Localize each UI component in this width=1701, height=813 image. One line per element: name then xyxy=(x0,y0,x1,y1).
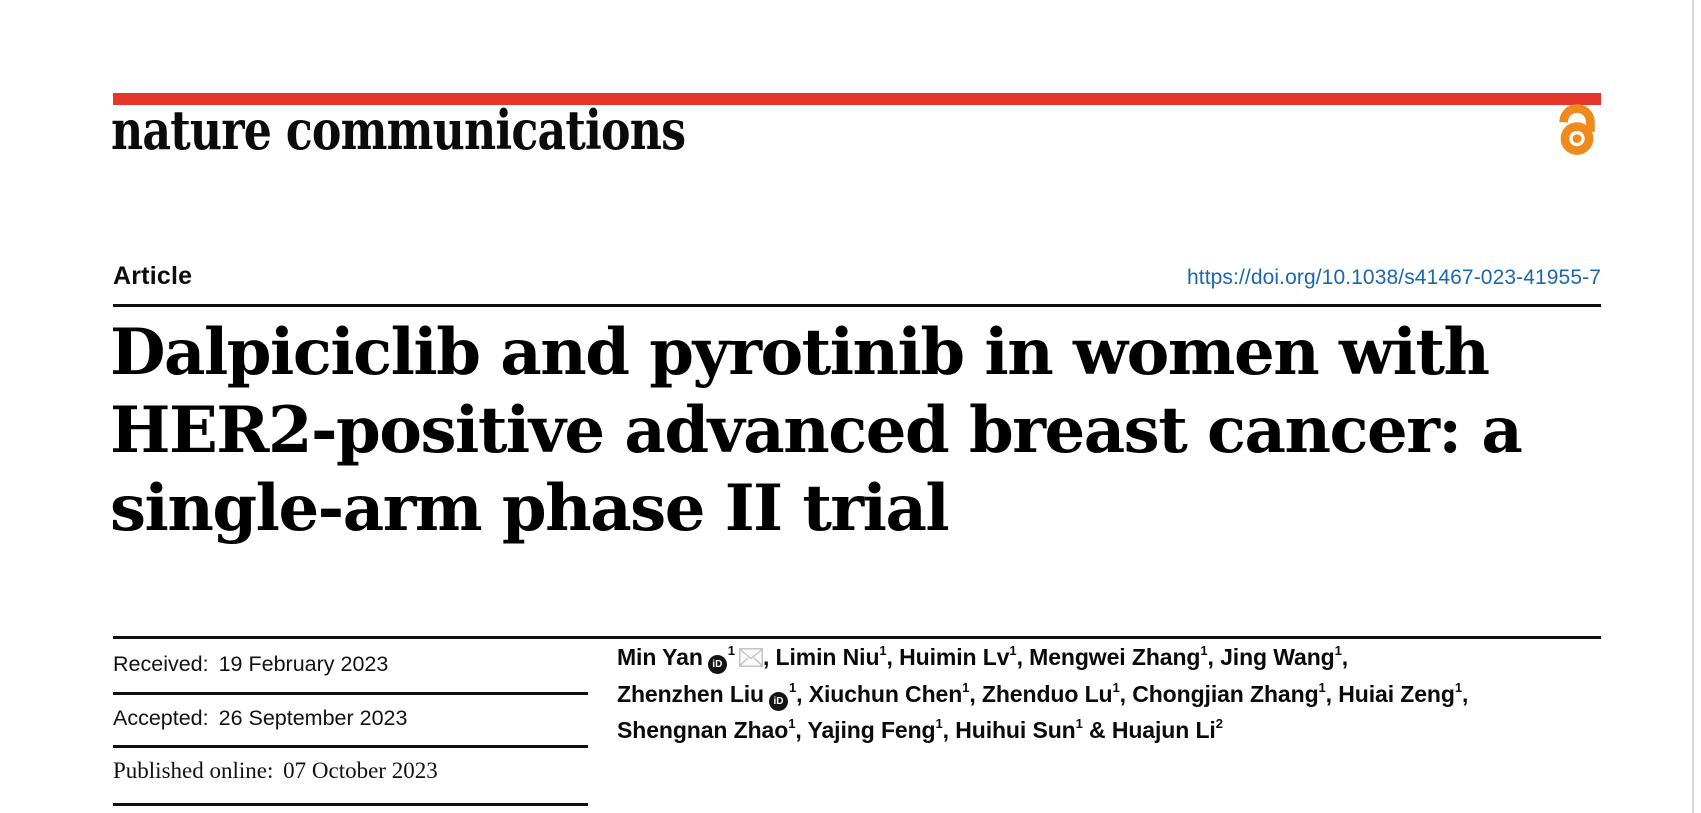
author-name: Huajun Li xyxy=(1111,717,1216,743)
received-date-row: Received: 19 February 2023 xyxy=(113,652,388,677)
author-separator: , xyxy=(795,717,808,743)
received-label: Received: xyxy=(113,652,209,676)
author-separator: , xyxy=(1119,680,1133,707)
received-value: 19 February 2023 xyxy=(218,652,389,676)
affiliation-superscript: 1 xyxy=(879,643,887,659)
affiliation-superscript: 1 xyxy=(1009,643,1017,659)
affiliation-superscript: 1 xyxy=(789,679,797,695)
accepted-value: 26 September 2023 xyxy=(218,706,408,730)
affiliation-superscript: 1 xyxy=(935,716,943,732)
orcid-icon[interactable]: iD xyxy=(707,655,727,674)
affiliation-superscript: 2 xyxy=(1215,716,1223,732)
article-type-label: Article xyxy=(113,262,193,290)
open-access-icon xyxy=(1559,104,1595,155)
affiliation-superscript: 1 xyxy=(1318,679,1326,695)
journal-logo: nature communications xyxy=(111,98,686,162)
header-divider xyxy=(113,304,1601,307)
title-line-2: HER2-positive advanced breast cancer: a xyxy=(110,393,1523,468)
author-separator: , xyxy=(1341,644,1349,670)
author-name: Huihui Sun xyxy=(955,717,1076,743)
published-date-row: Published online: 07 October 2023 xyxy=(113,758,438,784)
accepted-date-row: Accepted: 26 September 2023 xyxy=(113,706,407,731)
affiliation-superscript: 1 xyxy=(788,716,796,732)
author-separator: , xyxy=(969,680,982,707)
author-name: Mengwei Zhang xyxy=(1029,644,1201,670)
page-edge-line xyxy=(1692,0,1694,813)
affiliation-superscript: 1 xyxy=(727,643,735,659)
author-name: Limin Niu xyxy=(775,644,880,670)
author-separator: , xyxy=(942,717,956,743)
author-name: Chongjian Zhang xyxy=(1132,680,1319,707)
affiliation-superscript: 1 xyxy=(1112,679,1120,695)
metadata-top-divider xyxy=(113,636,1601,639)
author-separator: , xyxy=(1461,680,1469,707)
author-line: Zhenzhen Liu iD1, Xiuchun Chen1, Zhenduo … xyxy=(617,681,1617,718)
author-separator: , xyxy=(796,680,809,707)
author-separator: & xyxy=(1082,717,1112,743)
author-line: Shengnan Zhao1, Yajing Feng1, Huihui Sun… xyxy=(617,717,1617,754)
published-value: 07 October 2023 xyxy=(283,758,438,783)
author-separator: , xyxy=(1207,644,1221,670)
affiliation-superscript: 1 xyxy=(1334,643,1342,659)
accepted-label: Accepted: xyxy=(113,706,209,730)
author-name: Min Yan xyxy=(617,644,703,670)
author-list: Min Yan iD1, Limin Niu1, Huimin Lv1, Meng… xyxy=(617,644,1617,754)
author-separator: , xyxy=(886,644,900,670)
doi-link[interactable]: https://doi.org/10.1038/s41467-023-41955… xyxy=(1186,266,1601,289)
author-name: Jing Wang xyxy=(1220,644,1335,670)
received-divider xyxy=(113,692,588,695)
title-line-3: single-arm phase II trial xyxy=(110,471,950,546)
orcid-icon[interactable]: iD xyxy=(769,691,789,711)
author-name: Huimin Lv xyxy=(899,644,1010,670)
article-title: Dalpiciclib and pyrotinib in women with … xyxy=(110,314,1610,548)
author-line: Min Yan iD1, Limin Niu1, Huimin Lv1, Meng… xyxy=(617,644,1617,681)
author-separator: , xyxy=(1325,680,1339,707)
author-name: Zhenzhen Liu xyxy=(617,680,765,707)
published-label: Published online: xyxy=(113,758,274,783)
affiliation-superscript: 1 xyxy=(1454,679,1462,695)
author-name: Huiai Zeng xyxy=(1338,680,1455,707)
author-separator: , xyxy=(1016,644,1030,670)
affiliation-superscript: 1 xyxy=(1200,643,1208,659)
author-separator: , xyxy=(762,644,776,670)
accepted-divider xyxy=(113,745,588,748)
published-divider xyxy=(113,803,588,806)
affiliation-superscript: 1 xyxy=(1075,716,1083,732)
affiliation-superscript: 1 xyxy=(962,679,970,695)
email-icon[interactable] xyxy=(738,646,763,673)
author-name: Yajing Feng xyxy=(807,717,936,743)
author-name: Shengnan Zhao xyxy=(617,717,789,743)
author-name: Xiuchun Chen xyxy=(808,680,963,707)
title-line-1: Dalpiciclib and pyrotinib in women with xyxy=(110,315,1490,390)
author-name: Zhenduo Lu xyxy=(981,680,1113,707)
journal-accent-bar xyxy=(113,93,1601,105)
